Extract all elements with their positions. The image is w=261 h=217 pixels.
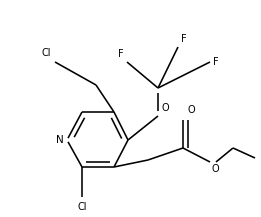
Text: Cl: Cl [77,202,87,212]
Text: O: O [187,105,195,115]
Text: N: N [56,135,64,145]
Text: F: F [213,57,219,67]
Text: F: F [118,49,124,59]
Text: O: O [212,164,220,174]
Text: Cl: Cl [41,48,51,58]
Text: O: O [161,103,169,113]
Text: F: F [181,34,187,44]
